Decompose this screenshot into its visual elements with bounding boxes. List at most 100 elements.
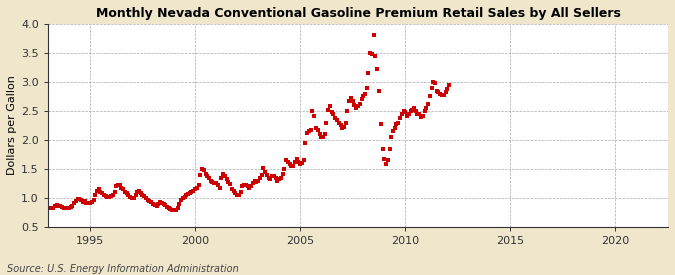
Point bbox=[113, 182, 124, 187]
Point bbox=[433, 90, 444, 95]
Point bbox=[88, 197, 99, 202]
Point bbox=[142, 197, 153, 202]
Point bbox=[109, 190, 120, 194]
Point bbox=[181, 193, 192, 197]
Point bbox=[319, 132, 330, 136]
Point bbox=[92, 189, 103, 193]
Point bbox=[81, 200, 92, 205]
Point bbox=[148, 202, 159, 206]
Point bbox=[169, 208, 180, 212]
Point bbox=[348, 98, 358, 103]
Point bbox=[326, 110, 337, 114]
Point bbox=[99, 193, 109, 197]
Point bbox=[193, 183, 204, 188]
Point bbox=[178, 196, 188, 200]
Point bbox=[286, 164, 297, 168]
Point bbox=[104, 195, 115, 199]
Y-axis label: Dollars per Gallon: Dollars per Gallon bbox=[7, 76, 17, 175]
Point bbox=[67, 204, 78, 208]
Point bbox=[205, 178, 216, 183]
Point bbox=[358, 94, 369, 99]
Point bbox=[102, 195, 113, 199]
Point bbox=[128, 196, 139, 200]
Point bbox=[293, 160, 304, 164]
Point bbox=[300, 141, 310, 145]
Point bbox=[356, 97, 367, 101]
Point bbox=[375, 122, 386, 126]
Point bbox=[155, 200, 165, 204]
Point bbox=[270, 175, 281, 180]
Point bbox=[248, 181, 259, 186]
Point bbox=[396, 112, 407, 116]
Point bbox=[69, 201, 80, 205]
Point bbox=[426, 86, 437, 90]
Point bbox=[337, 126, 348, 131]
Point bbox=[165, 207, 176, 211]
Point bbox=[239, 183, 250, 188]
Point bbox=[157, 200, 167, 205]
Point bbox=[137, 193, 148, 197]
Point bbox=[230, 191, 241, 196]
Point bbox=[144, 199, 155, 203]
Point bbox=[404, 112, 414, 116]
Point bbox=[260, 170, 271, 174]
Point bbox=[310, 126, 321, 131]
Point bbox=[442, 87, 453, 91]
Point bbox=[344, 98, 354, 103]
Point bbox=[361, 86, 372, 90]
Point bbox=[370, 54, 381, 58]
Point bbox=[438, 92, 449, 97]
Point bbox=[249, 178, 260, 183]
Point bbox=[191, 185, 202, 190]
Point bbox=[62, 206, 73, 210]
Point bbox=[314, 132, 325, 136]
Point bbox=[309, 113, 320, 118]
Point bbox=[416, 115, 427, 119]
Point bbox=[372, 67, 383, 71]
Point bbox=[275, 175, 286, 180]
Point bbox=[435, 91, 446, 96]
Point bbox=[196, 167, 207, 171]
Point bbox=[440, 90, 451, 95]
Point bbox=[373, 89, 384, 93]
Point bbox=[216, 175, 227, 180]
Point bbox=[290, 160, 300, 164]
Point bbox=[188, 189, 198, 193]
Point bbox=[246, 184, 256, 189]
Point bbox=[408, 106, 419, 110]
Point bbox=[254, 175, 265, 180]
Point bbox=[158, 202, 169, 206]
Point bbox=[387, 129, 398, 133]
Point bbox=[352, 104, 363, 109]
Point bbox=[111, 184, 122, 189]
Point bbox=[277, 171, 288, 176]
Point bbox=[179, 195, 190, 199]
Point bbox=[186, 190, 197, 194]
Point bbox=[349, 103, 360, 107]
Point bbox=[214, 185, 225, 190]
Point bbox=[136, 191, 146, 196]
Point bbox=[323, 108, 333, 112]
Point bbox=[190, 187, 200, 191]
Point bbox=[360, 91, 371, 96]
Point bbox=[430, 81, 441, 85]
Point bbox=[72, 197, 83, 201]
Point bbox=[211, 181, 221, 186]
Point bbox=[412, 112, 423, 116]
Point bbox=[281, 158, 292, 163]
Point bbox=[237, 184, 248, 189]
Point bbox=[363, 71, 374, 75]
Point bbox=[351, 106, 362, 110]
Point bbox=[234, 193, 244, 197]
Point bbox=[298, 158, 309, 163]
Point bbox=[330, 116, 341, 120]
Point bbox=[331, 117, 342, 122]
Point bbox=[139, 194, 150, 199]
Point bbox=[149, 203, 160, 207]
Point bbox=[251, 180, 262, 184]
Point bbox=[119, 190, 130, 194]
Point bbox=[122, 191, 132, 196]
Point bbox=[228, 189, 239, 193]
Point bbox=[46, 206, 57, 211]
Point bbox=[425, 94, 435, 99]
